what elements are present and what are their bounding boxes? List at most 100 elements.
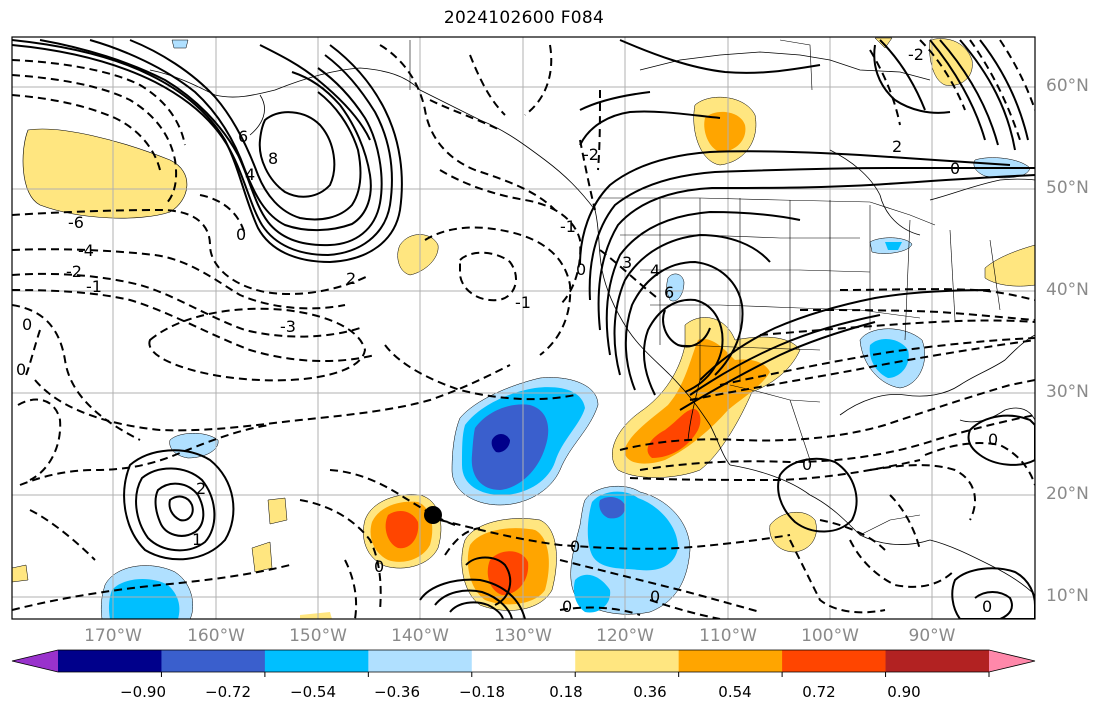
colorbar-segment bbox=[782, 650, 887, 672]
contour-label: 6 bbox=[238, 127, 248, 146]
colorbar-tick-label: −0.90 bbox=[120, 683, 166, 701]
contour-label: 3 bbox=[622, 253, 632, 272]
shading-positive bbox=[300, 612, 332, 619]
lat-label: 60°N bbox=[1046, 76, 1089, 96]
shading-negative bbox=[599, 497, 626, 519]
lon-label: 150°W bbox=[289, 626, 347, 646]
colorbar-extend-min bbox=[12, 650, 58, 672]
contour-label: 0 bbox=[650, 587, 660, 606]
lon-label: 130°W bbox=[494, 626, 552, 646]
contour-lines-negative bbox=[12, 39, 1035, 619]
lon-label: 120°W bbox=[596, 626, 654, 646]
contour-label: 0 bbox=[802, 455, 812, 474]
contour-label: 2 bbox=[196, 479, 206, 498]
contour-label: 0 bbox=[570, 537, 580, 556]
coastlines bbox=[149, 51, 1035, 596]
shading-positive bbox=[12, 564, 29, 583]
lat-label: 30°N bbox=[1046, 382, 1089, 402]
contour-label-group: -6 -4 -2 -1 -3 2 6 8 4 0 -1 -2 -1 0 3 4 … bbox=[16, 45, 998, 616]
colorbar-outline bbox=[11, 649, 1036, 673]
shading-positive bbox=[769, 512, 817, 553]
lon-label: 140°W bbox=[391, 626, 449, 646]
contour-label: 2 bbox=[892, 137, 902, 156]
shading-positive bbox=[267, 497, 288, 525]
colorbar-extend-max bbox=[989, 650, 1035, 672]
shading-negative bbox=[108, 578, 180, 619]
shading-positive bbox=[22, 128, 188, 219]
contour-lines-positive bbox=[12, 39, 1035, 619]
colorbar-tick-label: 0.54 bbox=[718, 683, 752, 701]
contour-label: -3 bbox=[280, 317, 296, 336]
lon-label: 110°W bbox=[699, 626, 757, 646]
colorbar-tick-label: 0.90 bbox=[887, 683, 921, 701]
contour-label: -2 bbox=[66, 262, 82, 281]
contour-label: 0 bbox=[576, 260, 586, 279]
colorbar-segment bbox=[161, 650, 266, 672]
colorbar-tick-label: 0.36 bbox=[633, 683, 667, 701]
shading-positive bbox=[385, 510, 419, 549]
contour-label: -6 bbox=[68, 213, 84, 232]
colorbar bbox=[11, 649, 1036, 677]
contour-label: 1 bbox=[192, 530, 202, 549]
shading-negative bbox=[573, 574, 611, 613]
colorbar-tick-label: −0.36 bbox=[374, 683, 420, 701]
contour-label: 0 bbox=[16, 360, 26, 379]
shading-negative bbox=[869, 338, 909, 378]
shading-negative bbox=[885, 242, 902, 250]
colorbar-tick-label: 0.18 bbox=[549, 683, 583, 701]
shading-negative bbox=[471, 404, 549, 490]
lon-label: 90°W bbox=[908, 626, 956, 646]
lat-label: 50°N bbox=[1046, 178, 1089, 198]
map-content bbox=[12, 37, 1035, 619]
lon-label: 160°W bbox=[187, 626, 245, 646]
colorbar-tick-label: −0.54 bbox=[290, 683, 336, 701]
shading-positive bbox=[647, 408, 701, 458]
contour-label: 8 bbox=[268, 149, 278, 168]
contour-label: -4 bbox=[78, 241, 94, 260]
contour-label: 0 bbox=[988, 430, 998, 449]
colorbar-segment bbox=[471, 650, 576, 672]
shading-positive bbox=[251, 541, 273, 573]
colorbar-segment bbox=[264, 650, 369, 672]
colorbar-tick-label: −0.72 bbox=[205, 683, 251, 701]
contour-label: -1 bbox=[86, 277, 102, 296]
shading-negative bbox=[666, 273, 685, 302]
contour-label: 0 bbox=[950, 159, 960, 178]
contour-label: -1 bbox=[515, 293, 531, 312]
contour-label: 2 bbox=[346, 269, 356, 288]
lat-label: 10°N bbox=[1046, 586, 1089, 606]
contour-label: 4 bbox=[245, 165, 255, 184]
storm-marker bbox=[424, 506, 442, 524]
colorbar-segment bbox=[885, 650, 990, 672]
shading-negative bbox=[171, 39, 189, 49]
lat-label: 20°N bbox=[1046, 484, 1089, 504]
lat-label: 40°N bbox=[1046, 280, 1089, 300]
lon-label: 100°W bbox=[801, 626, 859, 646]
contour-label: 0 bbox=[982, 597, 992, 616]
lon-label: 170°W bbox=[84, 626, 142, 646]
contour-label: 0 bbox=[236, 225, 246, 244]
contour-label: -1 bbox=[560, 217, 576, 236]
shading-positive bbox=[704, 111, 746, 152]
colorbar-tick-label: −0.18 bbox=[459, 683, 505, 701]
contour-label: 6 bbox=[664, 283, 674, 302]
contour-label: 0 bbox=[22, 315, 32, 334]
contour-label: 0 bbox=[374, 557, 384, 576]
colorbar-segment bbox=[678, 650, 783, 672]
shading-positive bbox=[397, 234, 439, 276]
colorbar-segment bbox=[575, 650, 680, 672]
contour-label: -2 bbox=[908, 45, 924, 64]
colorbar-segment bbox=[58, 650, 162, 672]
contour-label: 0 bbox=[562, 597, 572, 616]
map-title: 2024102600 F084 bbox=[443, 8, 605, 28]
map-frame bbox=[11, 36, 1036, 620]
graticule bbox=[12, 37, 1035, 619]
shading-negative bbox=[491, 434, 510, 453]
contour-label: 4 bbox=[650, 261, 660, 280]
contour-label: -2 bbox=[583, 145, 599, 164]
colorbar-segment bbox=[368, 650, 473, 672]
shading-positive bbox=[984, 244, 1035, 287]
political-borders bbox=[409, 39, 1001, 536]
colorbar-tick-label: 0.72 bbox=[802, 683, 836, 701]
